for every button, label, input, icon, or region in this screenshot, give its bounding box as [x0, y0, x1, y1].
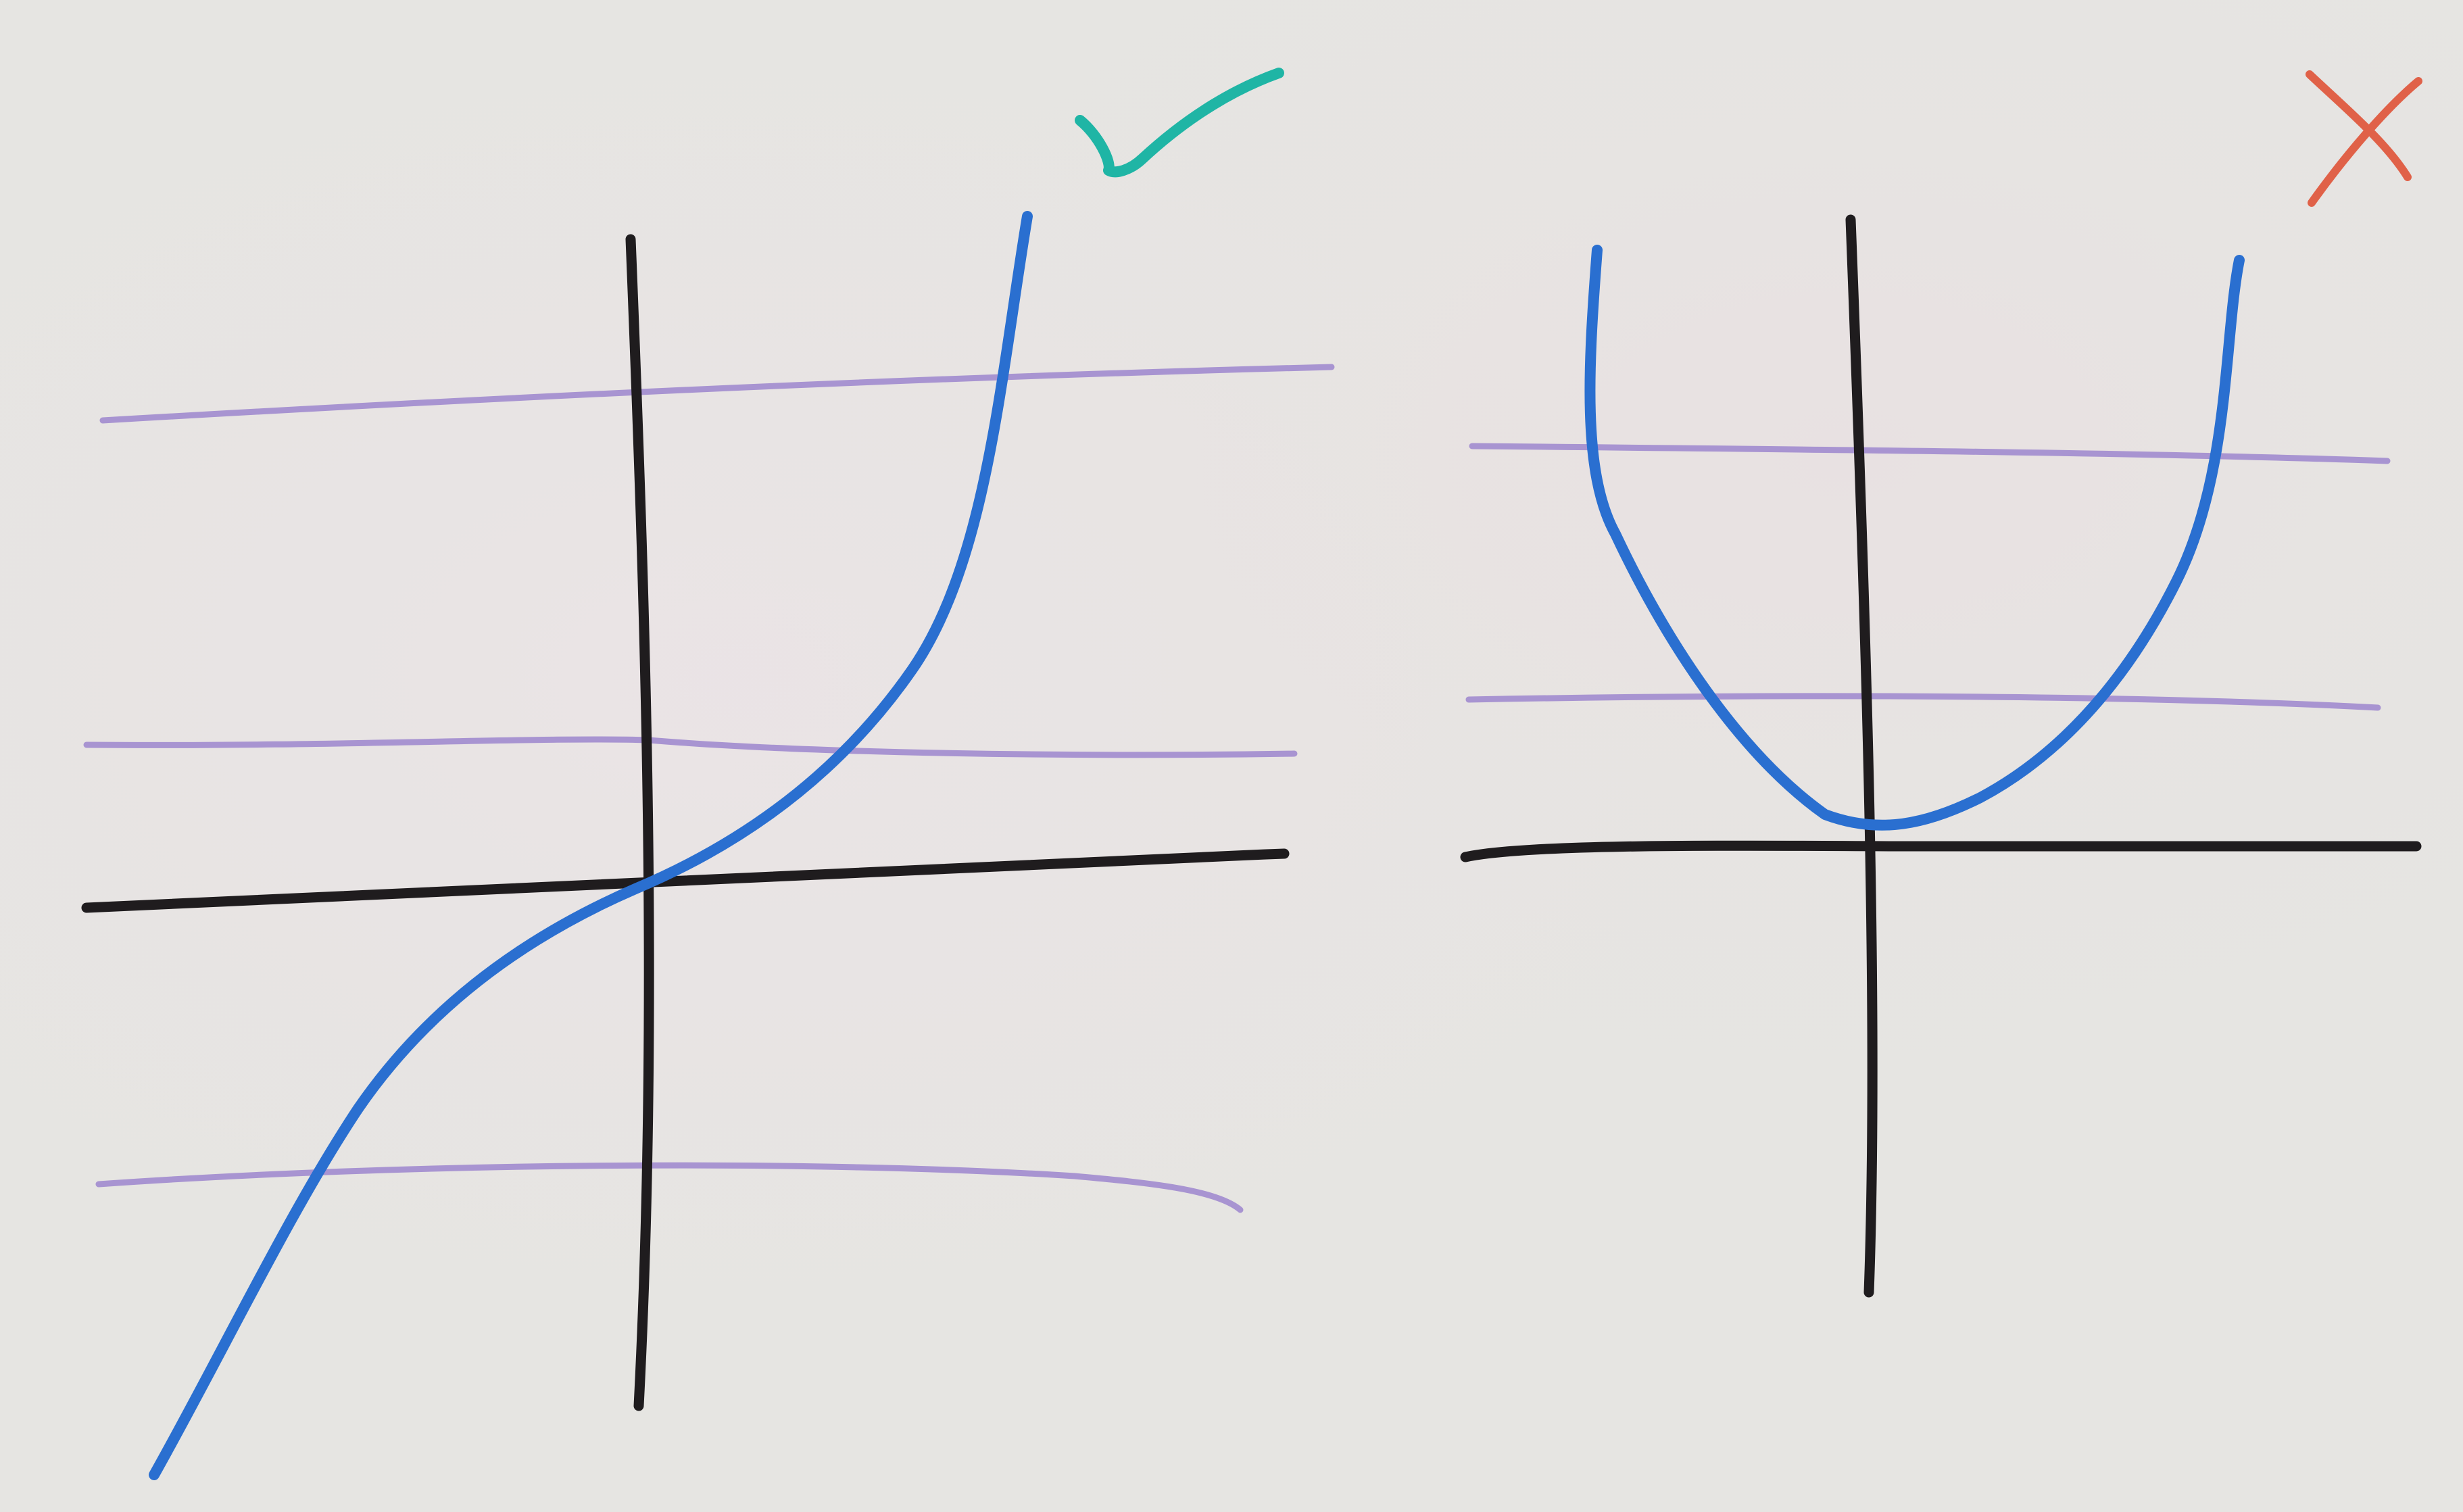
left-x-axis: [81, 848, 1290, 913]
left-curve: [149, 211, 1033, 1480]
right-curve: [1584, 245, 2245, 831]
right-y-axis: [1845, 214, 1878, 1298]
right-panel: [1460, 214, 2422, 1298]
left-test-line-top: [99, 364, 1335, 424]
cross-mark-icon: [2306, 70, 2422, 207]
right-test-line-bottom: [1465, 693, 2381, 711]
check-mark-icon: [1075, 68, 1284, 178]
left-panel: [81, 211, 1335, 1480]
right-test-line-top: [1469, 443, 2391, 464]
left-y-axis: [625, 234, 654, 1411]
right-x-axis: [1460, 840, 2422, 862]
